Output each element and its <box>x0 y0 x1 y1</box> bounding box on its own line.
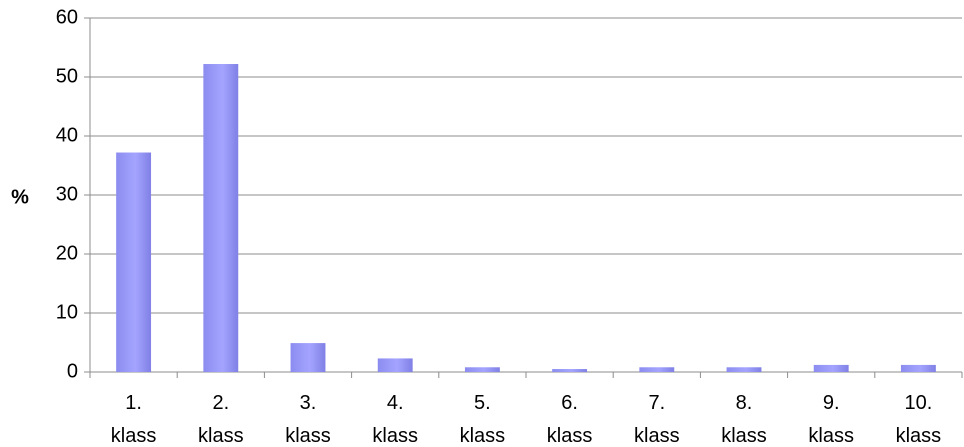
y-tick-label: 40 <box>56 124 78 146</box>
x-tick-label-line: klass <box>460 425 506 447</box>
x-tick-label-line: klass <box>634 425 680 447</box>
y-tick-label: 50 <box>56 65 78 87</box>
bar <box>377 358 413 372</box>
x-tick-label-line: klass <box>721 425 767 447</box>
bar <box>290 343 326 372</box>
x-tick-label-line: 10. <box>904 392 932 414</box>
x-tick-label-line: 1. <box>125 392 142 414</box>
bar <box>813 364 849 372</box>
x-tick-label-line: klass <box>198 425 244 447</box>
bar <box>116 152 152 372</box>
x-tick-label: 5. klass <box>460 392 506 447</box>
y-tick-label: 60 <box>56 6 78 28</box>
x-tick-label-line: klass <box>111 425 157 447</box>
x-tick-label-line: klass <box>547 425 593 447</box>
y-tick-label: 30 <box>56 183 78 205</box>
y-tick-label: 0 <box>67 360 78 382</box>
x-tick-label-line: klass <box>808 425 854 447</box>
x-tick-label-line: 4. <box>387 392 404 414</box>
y-tick-label: 20 <box>56 242 78 264</box>
x-tick-label-line: 9. <box>823 392 840 414</box>
x-tick-label-line: 3. <box>300 392 317 414</box>
bar <box>464 367 500 372</box>
bar <box>552 369 588 372</box>
bar <box>639 367 675 372</box>
x-tick-label-line: 5. <box>474 392 491 414</box>
x-tick-label-line: 8. <box>736 392 753 414</box>
x-tick-label-line: klass <box>896 425 942 447</box>
x-tick-label-line: 2. <box>212 392 229 414</box>
x-tick-label-line: klass <box>285 425 331 447</box>
x-tick-label: 6. klass <box>547 392 593 447</box>
x-tick-label: 1. klass <box>111 392 157 447</box>
x-tick-label-line: 6. <box>561 392 578 414</box>
x-tick-label: 10. klass <box>896 392 942 447</box>
x-tick-label: 8. klass <box>721 392 767 447</box>
bar <box>203 64 239 373</box>
x-tick-label: 2. klass <box>198 392 244 447</box>
bar <box>726 367 762 372</box>
y-axis-label: % <box>11 186 29 208</box>
x-tick-label-line: klass <box>372 425 418 447</box>
x-tick-label: 9. klass <box>808 392 854 447</box>
x-tick-label: 7. klass <box>634 392 680 447</box>
x-tick-label-line: 7. <box>648 392 665 414</box>
y-tick-label: 10 <box>56 301 78 323</box>
x-tick-label: 4. klass <box>372 392 418 447</box>
bar <box>900 364 936 372</box>
x-tick-label: 3. klass <box>285 392 331 447</box>
